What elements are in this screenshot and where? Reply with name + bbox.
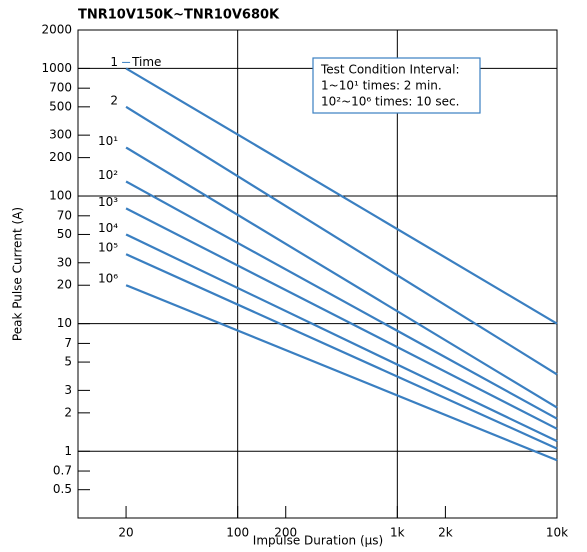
annotation: Time bbox=[131, 55, 161, 69]
series-label: 10⁶ bbox=[98, 272, 118, 286]
y-tick-label: 1 bbox=[64, 444, 72, 458]
y-tick-label: 0.7 bbox=[53, 464, 72, 478]
x-tick-label: 10k bbox=[546, 526, 568, 540]
y-axis-label: Peak Pulse Current (A) bbox=[11, 207, 25, 341]
series-line bbox=[125, 105, 558, 376]
series-line bbox=[125, 207, 558, 430]
series-line bbox=[125, 67, 558, 325]
x-tick-label: 200 bbox=[274, 526, 297, 540]
series-line bbox=[125, 284, 558, 462]
series-label: 1 bbox=[110, 55, 118, 69]
y-tick-label: 100 bbox=[49, 189, 72, 203]
y-tick-label: 20 bbox=[57, 278, 72, 292]
series-label: 10⁵ bbox=[98, 241, 118, 255]
y-tick-label: 500 bbox=[49, 99, 72, 113]
plot-frame bbox=[77, 29, 558, 519]
x-tick-label: 1k bbox=[390, 526, 405, 540]
series-line bbox=[125, 180, 558, 420]
series-line bbox=[125, 233, 558, 443]
x-tick-label: 100 bbox=[226, 526, 249, 540]
y-tick-label: 10 bbox=[57, 316, 72, 330]
y-tick-label: 70 bbox=[57, 208, 72, 222]
x-tick-label: 2k bbox=[438, 526, 453, 540]
note-box bbox=[312, 57, 481, 114]
series-line bbox=[125, 253, 558, 450]
y-tick-label: 700 bbox=[49, 81, 72, 95]
series-label: 10² bbox=[98, 168, 118, 182]
y-tick-label: 1000 bbox=[41, 61, 72, 75]
y-tick-label: 2000 bbox=[41, 23, 72, 37]
note-line: Test Condition Interval: bbox=[320, 63, 460, 77]
y-tick-label: 300 bbox=[49, 128, 72, 142]
series-line bbox=[125, 146, 558, 409]
y-tick-label: 50 bbox=[57, 227, 72, 241]
y-tick-label: 30 bbox=[57, 255, 72, 269]
y-tick-label: 2 bbox=[64, 405, 72, 419]
x-tick-label: 20 bbox=[118, 526, 133, 540]
y-tick-label: 200 bbox=[49, 150, 72, 164]
series-label: 10³ bbox=[98, 195, 118, 209]
series-label: 2 bbox=[110, 93, 118, 107]
chart-title: TNR10V150K~TNR10V680K bbox=[78, 8, 280, 23]
y-tick-label: 5 bbox=[64, 355, 72, 369]
y-tick-label: 3 bbox=[64, 383, 72, 397]
y-tick-label: 0.5 bbox=[53, 482, 72, 496]
y-tick-label: 7 bbox=[64, 336, 72, 350]
note-line: 1~10¹ times: 2 min. bbox=[321, 79, 442, 93]
x-axis-label: Impulse Duration (µs) bbox=[253, 534, 383, 548]
series-label: 10¹ bbox=[98, 134, 118, 148]
note-line: 10²~10⁶ times: 10 sec. bbox=[321, 95, 459, 109]
series-label: 10⁴ bbox=[98, 221, 118, 235]
